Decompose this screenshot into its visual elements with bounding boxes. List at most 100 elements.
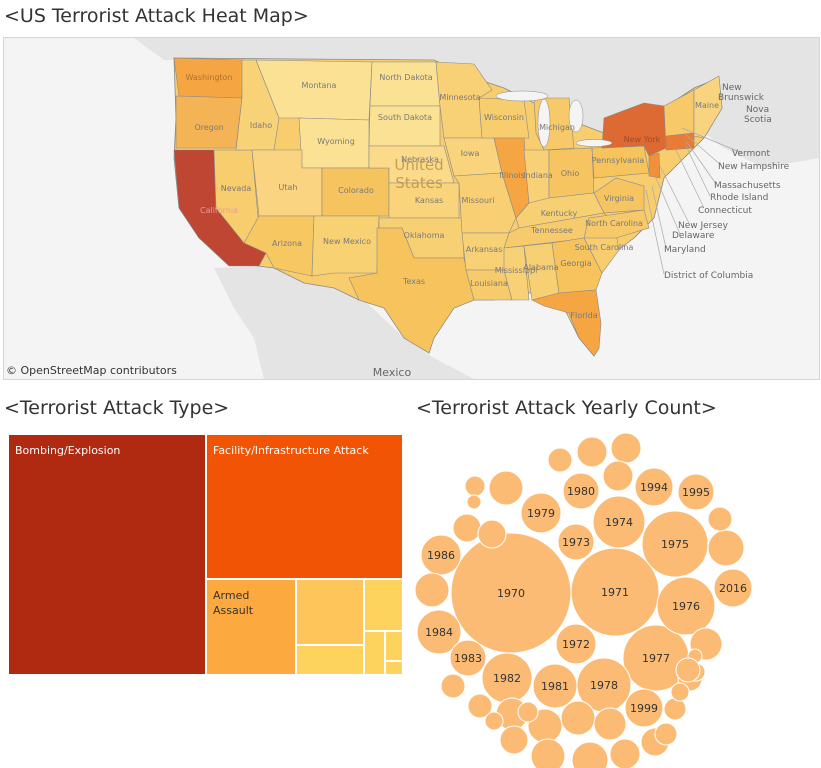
state-label: Illinois: [499, 171, 524, 180]
year-bubble-1995[interactable]: [677, 473, 715, 511]
year-bubble-1976[interactable]: [656, 576, 716, 636]
treemap-cell-armed-assault[interactable]: Armed Assault: [206, 579, 296, 675]
year-bubble-label: 1974: [605, 516, 633, 529]
state-label: Indiana: [523, 171, 553, 180]
state-label: Georgia: [560, 259, 591, 268]
treemap-cell[interactable]: [296, 645, 364, 675]
year-bubble-1999[interactable]: [624, 688, 664, 728]
year-bubble-label: 1981: [541, 680, 569, 693]
lake-superior: [495, 90, 549, 102]
year-bubble[interactable]: [663, 697, 687, 721]
year-bubble-label: 2016: [719, 582, 747, 595]
year-bubble-label: 1984: [425, 626, 453, 639]
callout-label: Rhode Island: [710, 193, 768, 203]
treemap-cell[interactable]: [385, 661, 403, 675]
lake-huron: [568, 99, 584, 133]
year-bubble[interactable]: [560, 700, 596, 736]
state-georgia: [551, 237, 603, 294]
year-bubble[interactable]: [484, 711, 504, 731]
mexico-label: Mexico: [373, 366, 412, 379]
callout-label: Maryland: [664, 245, 706, 255]
year-bubble[interactable]: [466, 494, 482, 510]
callout-label: Massachusetts: [714, 181, 781, 191]
state-label: Wisconsin: [484, 113, 524, 122]
year-bubble[interactable]: [610, 432, 642, 464]
treemap-cell-facility[interactable]: Facility/Infrastructure Attack: [206, 434, 403, 579]
year-bubble-1974[interactable]: [592, 495, 646, 549]
state-texas: [348, 227, 475, 354]
year-bubble[interactable]: [654, 722, 678, 746]
year-bubble-label: 1971: [601, 586, 629, 599]
country-label: United: [394, 156, 443, 174]
region-label: New: [722, 83, 742, 93]
year-bubble-1972[interactable]: [555, 623, 597, 665]
map-attribution[interactable]: © OpenStreetMap contributors: [6, 364, 177, 377]
year-bubble[interactable]: [517, 701, 539, 723]
year-bubble-label: 1976: [672, 600, 700, 613]
attack-type-treemap[interactable]: Bombing/Explosion Facility/Infrastructur…: [8, 434, 403, 675]
treemap-label: Bombing/Explosion: [15, 444, 121, 457]
year-bubble[interactable]: [602, 460, 634, 492]
year-bubble[interactable]: [530, 738, 566, 768]
year-bubble-1981[interactable]: [532, 663, 578, 709]
year-bubble[interactable]: [452, 513, 482, 543]
year-bubble-1979[interactable]: [520, 492, 562, 534]
year-bubble-label: 1973: [562, 536, 590, 549]
year-bubble[interactable]: [547, 447, 573, 473]
treemap-cell[interactable]: [385, 631, 403, 661]
us-heat-map[interactable]: Washington Oregon Idaho Montana Wyoming …: [3, 37, 820, 380]
state-new-mexico: [311, 215, 380, 277]
year-bubble[interactable]: [593, 707, 627, 741]
year-bubble[interactable]: [477, 519, 507, 549]
year-bubble-label: 1980: [567, 485, 595, 498]
state-label: New Mexico: [323, 237, 371, 246]
year-bubble-1994[interactable]: [634, 467, 674, 507]
year-bubble-1980[interactable]: [562, 472, 600, 510]
callout-label: Vermont: [732, 149, 771, 159]
state-label: Virginia: [604, 194, 634, 203]
year-bubble[interactable]: [464, 475, 486, 497]
region-label: Brunswick: [718, 93, 765, 103]
year-bubble-1984[interactable]: [416, 609, 462, 655]
year-bubble-label: 1972: [562, 638, 590, 651]
year-bubble-label: 1982: [493, 672, 521, 685]
state-label: Michigan: [539, 123, 575, 132]
treemap-cell-bombing[interactable]: Bombing/Explosion: [8, 434, 206, 675]
year-bubble[interactable]: [675, 657, 701, 683]
treemap-cell[interactable]: [364, 631, 385, 675]
map-canvas[interactable]: Washington Oregon Idaho Montana Wyoming …: [4, 38, 819, 379]
year-bubble-1973[interactable]: [557, 523, 595, 561]
treemap-cell[interactable]: [364, 579, 403, 631]
year-bubble[interactable]: [670, 682, 690, 702]
treemap-cell[interactable]: [296, 579, 364, 645]
canada-landmass: [134, 38, 819, 168]
state-label: California: [200, 206, 238, 215]
state-label: Florida: [570, 311, 597, 320]
year-bubble-1983[interactable]: [449, 639, 487, 677]
bubble-title: <Terrorist Attack Yearly Count>: [416, 397, 717, 419]
year-bubble[interactable]: [571, 741, 609, 768]
year-bubble-label: 1995: [682, 486, 710, 499]
year-bubble[interactable]: [499, 725, 529, 755]
year-bubble[interactable]: [440, 673, 466, 699]
state-label: Kansas: [415, 196, 443, 205]
region-label: Scotia: [744, 115, 772, 125]
year-bubble[interactable]: [414, 572, 450, 608]
year-bubble-label: 1970: [497, 587, 525, 600]
yearly-count-bubble-chart[interactable]: 1970 1971 1975 1977 1976 1974 1972 1978 1982 1984…: [410, 424, 820, 768]
year-bubble[interactable]: [707, 529, 745, 567]
state-label: Mississippi: [495, 266, 538, 275]
state-label: Colorado: [338, 186, 374, 195]
year-bubble[interactable]: [488, 470, 524, 506]
state-maine: [693, 75, 723, 139]
year-bubble[interactable]: [467, 693, 493, 719]
year-bubble[interactable]: [609, 738, 641, 768]
year-bubble[interactable]: [707, 506, 733, 532]
year-bubble[interactable]: [576, 436, 608, 468]
treemap-label: Armed Assault: [213, 589, 254, 617]
lake-erie: [575, 139, 613, 147]
state-oregon: [175, 95, 243, 149]
state-label: Arkansas: [466, 245, 502, 254]
year-bubble-2016[interactable]: [713, 568, 753, 608]
state-label: Nebraska: [401, 155, 439, 164]
